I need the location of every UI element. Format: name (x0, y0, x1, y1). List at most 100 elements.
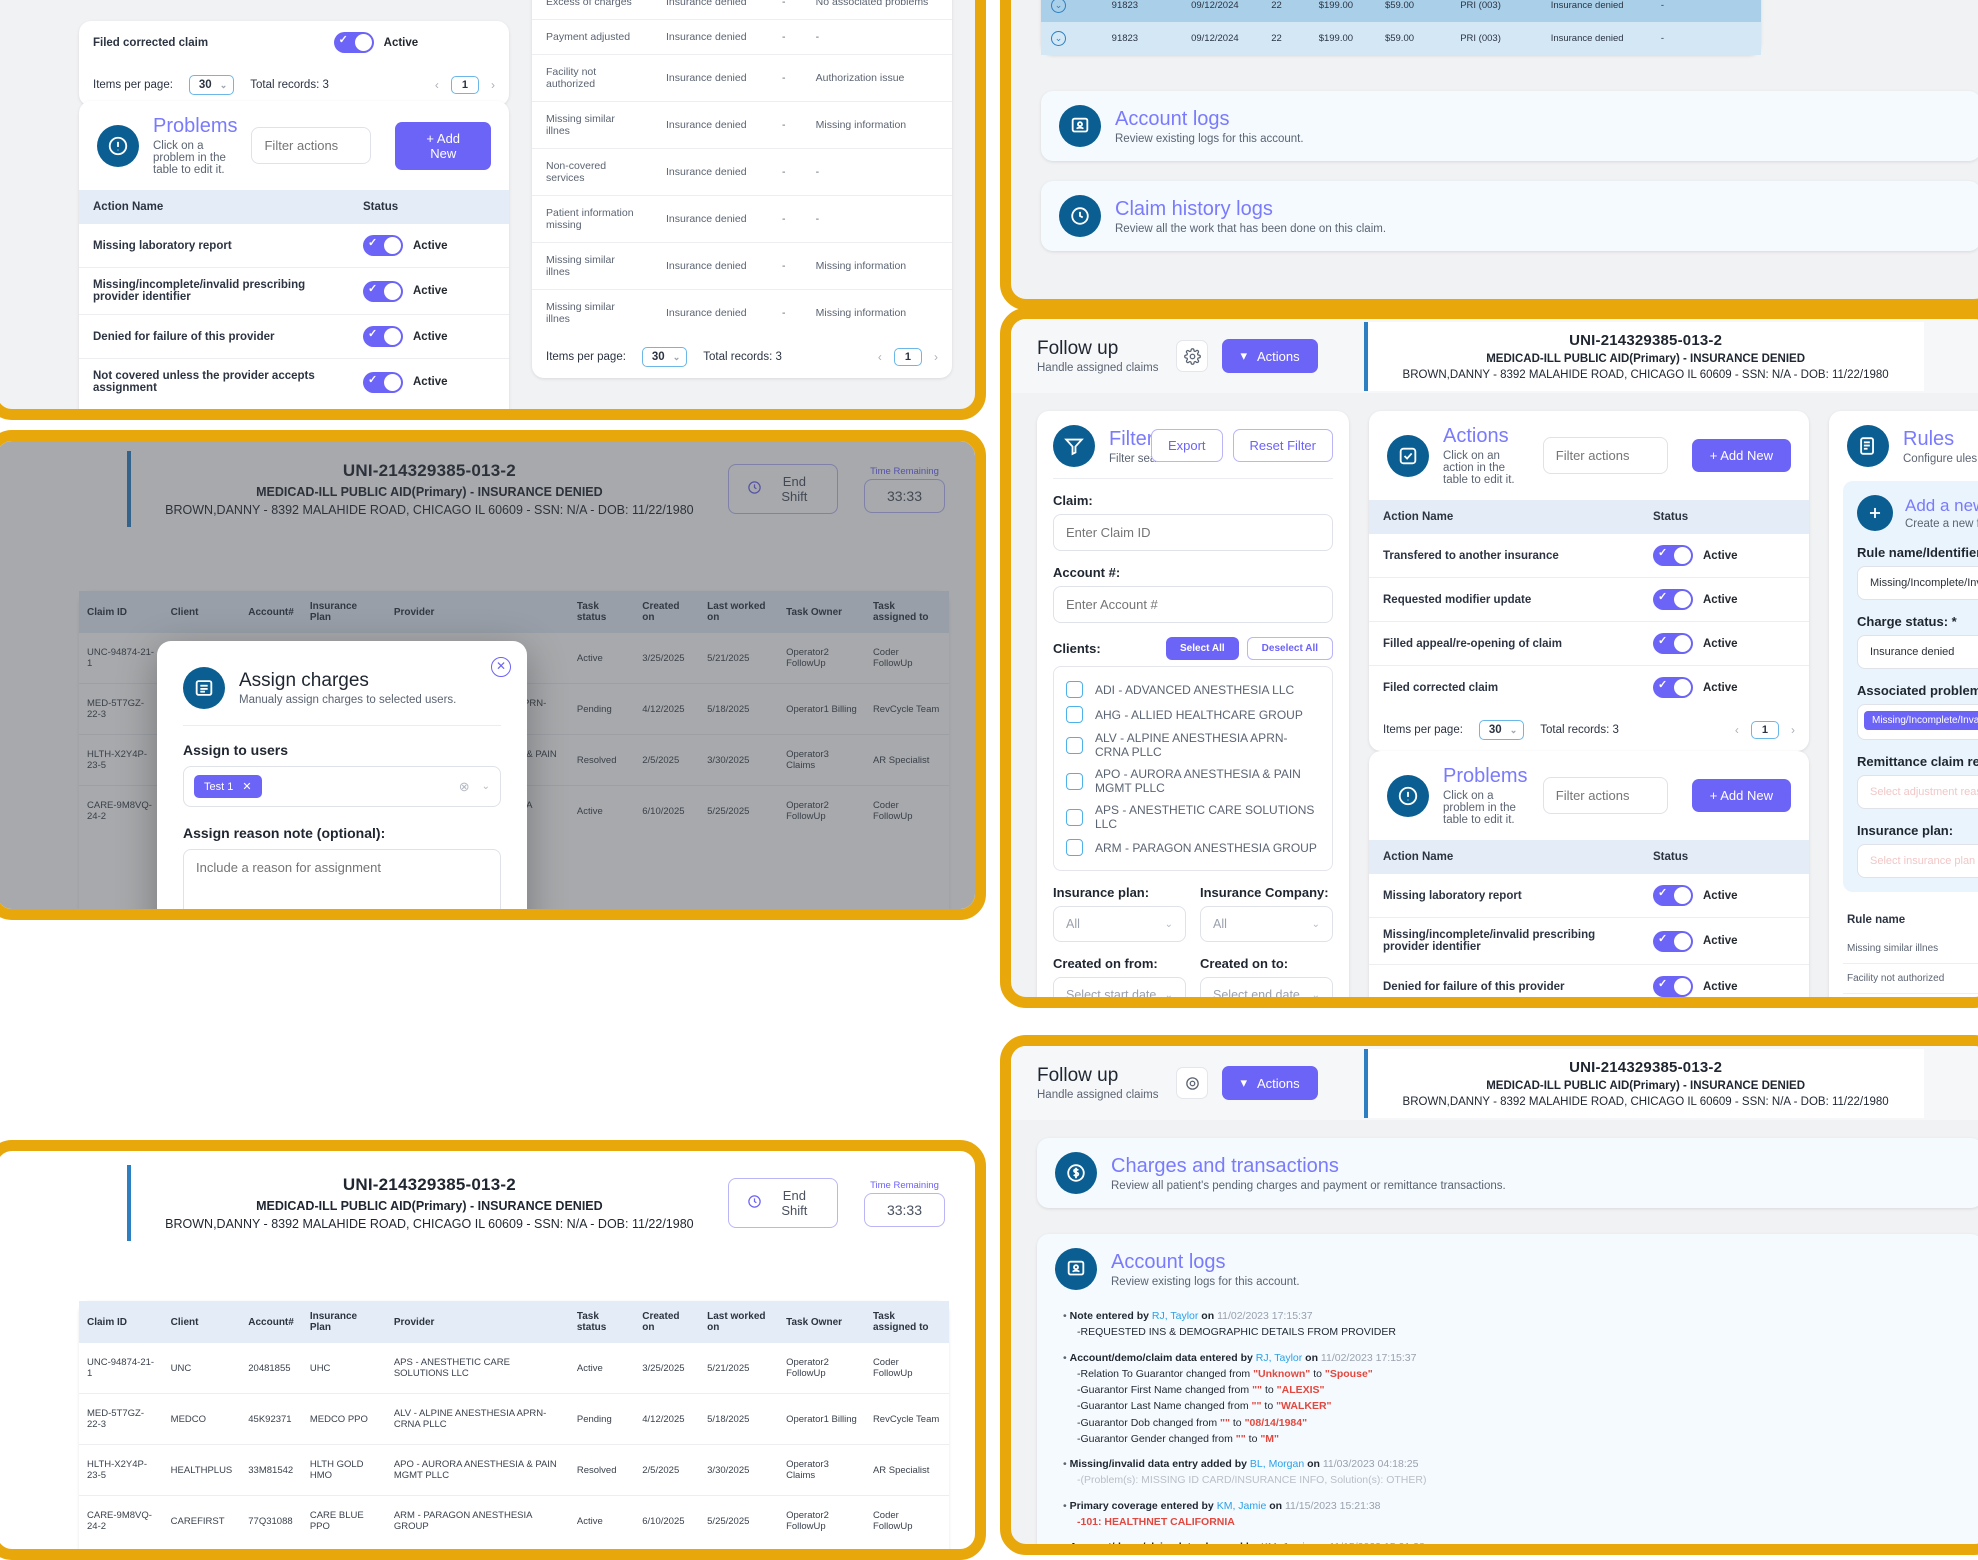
status-toggle[interactable] (1653, 930, 1693, 952)
claim-id-input[interactable] (1053, 514, 1333, 551)
chevron-down-circle-icon[interactable]: ⌄ (1051, 0, 1066, 13)
status-toggle[interactable] (363, 280, 403, 302)
chevron-down-circle-icon[interactable]: ⌄ (1051, 31, 1066, 46)
status-toggle[interactable] (1653, 677, 1693, 698)
clients-deselect-all-button[interactable]: Deselect All (1246, 637, 1333, 660)
associated-problems-select[interactable]: Missing/Incomplete/Invalid similar illne (1857, 704, 1978, 740)
problems-add-new-button[interactable]: + Add New (395, 121, 491, 170)
log-user[interactable]: RJ, Taylor (1255, 1351, 1303, 1364)
client-checkbox[interactable] (1066, 839, 1083, 856)
table-row[interactable]: Missing similar illnes Insurance denied - M… (532, 101, 952, 149)
table-row[interactable]: Non-covered services Insurance denied - - (532, 148, 952, 196)
page-number[interactable]: 1 (451, 417, 479, 420)
problems-filter-input[interactable] (1542, 777, 1668, 814)
table-row[interactable]: Payment adjusted Insurance denied - - (532, 19, 952, 55)
table-row[interactable]: Excess of charges Insurance denied - No ass… (532, 0, 952, 20)
items-per-page-select[interactable]: 30⌄ (641, 347, 688, 367)
client-checkbox[interactable] (1066, 706, 1083, 723)
client-list-item[interactable]: APS - ANESTHETIC CARE SOLUTIONS LLC (1066, 799, 1320, 835)
chevron-down-icon[interactable]: ⌄ (481, 781, 490, 792)
gear-icon[interactable] (1176, 340, 1209, 372)
actions-dropdown-button[interactable]: ▾ Actions (1222, 1066, 1318, 1100)
next-page-icon[interactable]: › (491, 78, 495, 92)
actions-filter-input[interactable] (1542, 437, 1668, 474)
log-user[interactable]: KM, Jamie (1260, 1541, 1311, 1554)
table-row[interactable]: Missing laboratory report Active (1369, 874, 1809, 918)
end-shift-button[interactable]: End Shift (727, 1178, 838, 1228)
close-icon[interactable]: ✕ (491, 657, 511, 677)
account-logs-header[interactable]: Account logs Review existing logs for th… (1041, 91, 1978, 161)
table-row[interactable]: Filed corrected claim Active (79, 21, 509, 64)
table-row[interactable]: Denied for failure of this provider Activ… (1369, 964, 1809, 997)
account-number-input[interactable] (1053, 586, 1333, 623)
end-shift-button[interactable]: End Shift (727, 464, 838, 514)
next-page-icon[interactable]: › (1791, 723, 1795, 737)
status-toggle[interactable] (333, 32, 374, 53)
page-number[interactable]: 1 (1750, 721, 1779, 739)
table-row[interactable]: Filed corrected claim Active (1369, 666, 1809, 710)
table-row[interactable]: CARE-9M8VQ-24-2 CAREFIRST 77Q31088 CARE BLU… (79, 1496, 949, 1547)
chip-remove-icon[interactable]: ✕ (242, 781, 252, 793)
table-row[interactable]: ⌄ 91823 09/12/2024 22 $199.00 $59.00 PRI (003)… (1041, 0, 1761, 22)
client-list-item[interactable]: APO - AURORA ANESTHESIA & PAIN MGMT PLLC (1066, 763, 1320, 799)
prev-page-icon[interactable]: ‹ (877, 350, 882, 364)
table-row[interactable]: Requested modifier update Active (1369, 577, 1809, 622)
insurance-company-select[interactable]: All ⌄ (1200, 906, 1333, 942)
clients-select-all-button[interactable]: Select All (1166, 637, 1239, 660)
client-list-item[interactable]: ALV - ALPINE ANESTHESIA APRN-CRNA PLLC (1066, 727, 1320, 763)
client-list-item[interactable]: AHG - ALLIED HEALTHCARE GROUP (1066, 702, 1320, 727)
expand-row-cell[interactable]: ⌄ (1041, 22, 1102, 55)
client-list-item[interactable]: ARM - PARAGON ANESTHESIA GROUP (1066, 835, 1320, 860)
status-toggle[interactable] (1653, 545, 1693, 566)
table-row[interactable]: Missing similar illnes Insurance denied - M… (532, 290, 952, 337)
log-user[interactable]: KM, Jamie (1216, 1499, 1267, 1512)
client-list-item[interactable]: ADI - ADVANCED ANESTHESIA LLC (1066, 677, 1320, 702)
insurance-plan-select[interactable]: All ⌄ (1053, 906, 1186, 942)
prev-page-icon[interactable]: ‹ (434, 78, 439, 92)
expand-row-cell[interactable]: ⌄ (1041, 0, 1102, 22)
table-row[interactable]: Facility not authorized Insurance denied -… (532, 54, 952, 102)
assign-reason-textarea[interactable] (183, 849, 501, 909)
table-row[interactable]: Transfered to another insurance Active (1369, 534, 1809, 578)
next-page-icon[interactable]: › (934, 350, 938, 364)
problems-add-new-button[interactable]: + Add New (1691, 779, 1791, 812)
prev-page-icon[interactable]: ‹ (435, 419, 439, 420)
items-per-page-select[interactable]: 30⌄ (1478, 720, 1525, 740)
table-row[interactable]: ⌄ 91823 09/12/2024 22 $199.00 $59.00 PRI (003)… (1041, 22, 1761, 55)
plus-circle-icon[interactable] (1857, 495, 1893, 531)
items-per-page-select[interactable]: 30⌄ (188, 75, 235, 95)
rule-name-input[interactable]: Missing/Incomplete/Invalid similar illne… (1857, 566, 1978, 600)
status-toggle[interactable] (1653, 633, 1693, 654)
rule-insurance-plan-select[interactable]: Select insurance plan (1857, 844, 1978, 878)
charges-transactions-header[interactable]: Charges and transactions Review all pati… (1037, 1138, 1978, 1208)
status-toggle[interactable] (363, 371, 403, 393)
client-checkbox[interactable] (1066, 808, 1083, 826)
status-toggle[interactable] (1653, 589, 1693, 610)
status-toggle[interactable] (1653, 976, 1693, 997)
actions-add-new-button[interactable]: + Add New (1691, 439, 1791, 472)
created-from-datepicker[interactable]: Select start date ⌄ (1053, 977, 1186, 997)
user-chip[interactable]: Test 1 ✕ (194, 775, 262, 798)
next-page-icon[interactable]: › (491, 419, 495, 420)
table-row[interactable]: Missing/incomplete/invalid prescribing p… (1369, 917, 1809, 965)
prev-page-icon[interactable]: ‹ (1734, 723, 1739, 737)
status-toggle[interactable] (1653, 885, 1693, 906)
client-checkbox[interactable] (1066, 772, 1083, 790)
table-row[interactable]: Denied for failure of this provider Activ… (79, 314, 509, 359)
remittance-reason-select[interactable]: Select adjustment reason code (1857, 775, 1978, 809)
gear-icon[interactable] (1176, 1067, 1209, 1099)
client-checkbox[interactable] (1066, 736, 1083, 754)
account-logs-header[interactable]: Account logs Review existing logs for th… (1037, 1234, 1978, 1304)
assign-to-users-select[interactable]: Test 1 ✕ ⊗ ⌄ (183, 766, 501, 807)
page-number[interactable]: 1 (893, 348, 922, 366)
table-row[interactable]: Not covered unless the provider accepts … (79, 359, 509, 406)
claim-history-header[interactable]: Claim history logs Review all the work t… (1041, 181, 1978, 251)
export-button[interactable]: Export (1150, 429, 1223, 462)
status-toggle[interactable] (363, 235, 403, 256)
log-user[interactable]: RJ, Taylor (1151, 1310, 1199, 1322)
table-row[interactable]: Missing similar illnes Insurance denied - M… (532, 242, 952, 290)
